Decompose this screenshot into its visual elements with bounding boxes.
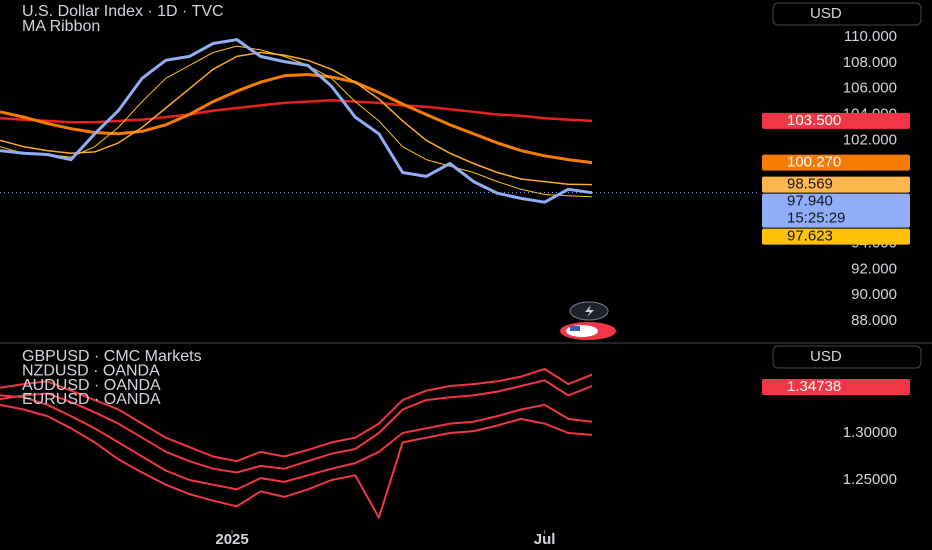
countdown: 15:25:29 [787,210,845,227]
x-tick-label: 2025 [215,531,248,548]
us-flag-icon[interactable] [560,322,616,340]
price-label-box [762,379,910,395]
chart-title: U.S. Dollar Index · 1D · TVC [22,3,224,20]
price-label: 103.500 [787,112,841,129]
price-label: 100.270 [787,154,841,171]
series-line [0,368,593,463]
price-label-box [762,176,910,193]
price-label: 97.623 [787,228,833,245]
y-tick-label: 92.000 [851,260,897,277]
legend-entry: EURUSD · OANDA [22,391,161,408]
y-tick-label: 1.30000 [843,424,897,441]
y-tick-label: 1.25000 [843,471,897,488]
price-label-box [762,154,910,171]
series-line [0,51,593,186]
currency-button[interactable] [772,2,922,26]
flash-icon[interactable] [569,301,609,321]
price-label: 1.34738 [787,378,841,395]
series-line [0,379,593,474]
price-label-box [762,193,910,228]
y-tick-label: 106.000 [843,80,897,97]
price-label: 98.569 [787,176,833,193]
legend-entry: AUDUSD · OANDA [22,377,161,394]
series-line [0,403,593,519]
y-tick-label: 102.000 [843,131,897,148]
y-tick-label: 110.000 [844,28,897,45]
series-line [0,45,593,198]
series-line [0,394,593,491]
currency-button[interactable] [772,345,922,369]
currency-label: USD [810,5,842,22]
x-tick-label: Jul [534,531,556,548]
icon-flag-canton [570,326,580,331]
icon-bolt [585,305,594,317]
chart-subtitle: MA Ribbon [22,18,100,35]
price-label-box [762,112,910,129]
legend-entry: NZDUSD · OANDA [22,363,160,380]
currency-label: USD [810,348,842,365]
price-label-box [762,228,910,245]
y-tick-label: 90.000 [851,286,897,303]
legend-entry: GBPUSD · CMC Markets [22,348,202,365]
y-tick-label: 88.000 [851,312,897,329]
series-line [0,38,593,204]
series-line [0,73,593,165]
price-label: 97.940 [787,193,833,210]
y-tick-label: 108.000 [843,54,897,71]
series-line [0,99,593,124]
